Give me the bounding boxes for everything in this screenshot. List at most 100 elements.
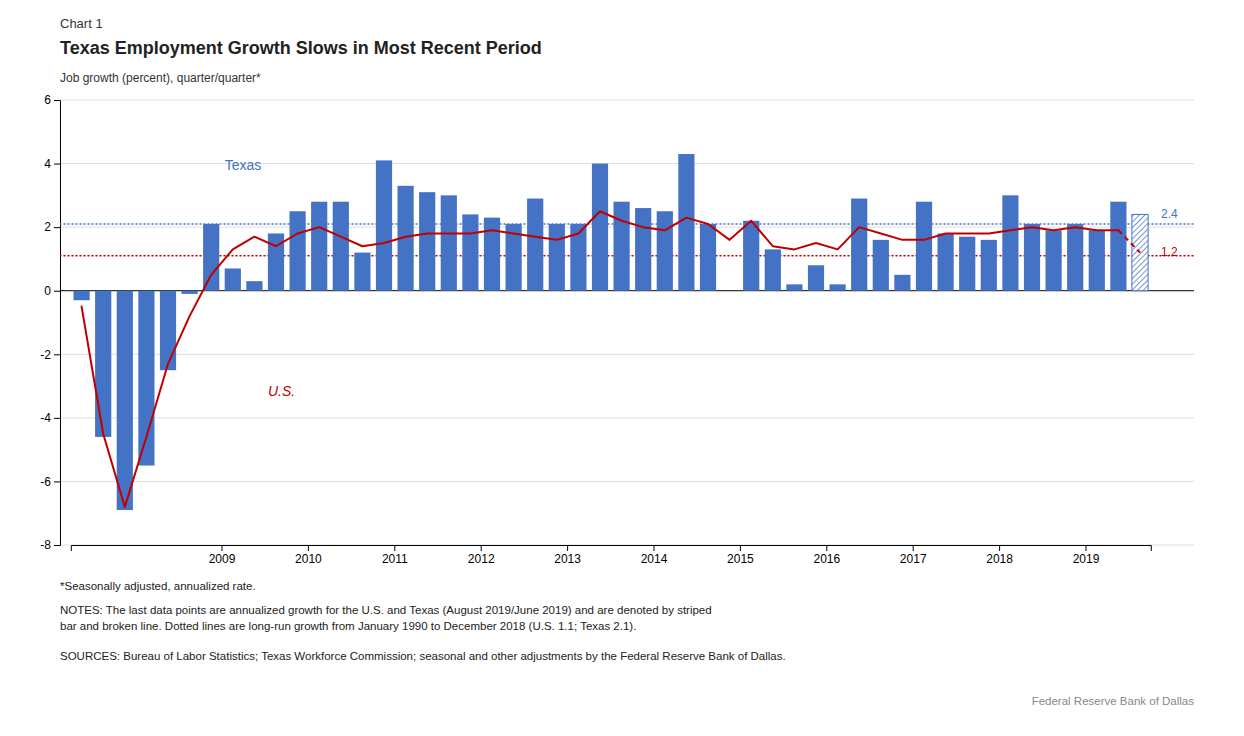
x-tick-mark	[394, 545, 395, 551]
annotation: 2.4	[1161, 207, 1178, 221]
x-tick: 2013	[554, 545, 581, 566]
y-tick-mark	[54, 100, 60, 101]
x-tick: 2011	[382, 545, 408, 566]
bar	[1089, 230, 1105, 290]
x-tick-label: 2016	[813, 552, 840, 566]
bar	[95, 291, 111, 437]
x-tick-label: 2019	[1073, 552, 1100, 566]
grid-line	[60, 417, 1194, 418]
series-label: Texas	[225, 157, 262, 173]
bar	[786, 284, 802, 290]
y-tick-mark	[54, 291, 60, 292]
bar	[1024, 224, 1040, 291]
y-tick: 0	[44, 284, 60, 298]
plot-area: -8-6-4-202462009201020112012201320142015…	[40, 93, 1194, 565]
annotation: 1.2	[1161, 245, 1178, 259]
grid-line	[60, 481, 1194, 482]
y-tick: 6	[44, 93, 60, 107]
x-tick-label: 2013	[554, 552, 581, 566]
bar	[203, 224, 219, 291]
bar	[1132, 214, 1148, 290]
x-tick: 2017	[900, 545, 927, 566]
x-tick-label: 2014	[641, 552, 668, 566]
x-tick: 2010	[295, 545, 322, 566]
bar	[1067, 224, 1083, 291]
x-tick-mark	[654, 545, 655, 551]
x-axis: 2009201020112012201320142015201620172018…	[71, 545, 1151, 566]
y-tick: -8	[40, 538, 60, 552]
bar	[830, 284, 846, 290]
x-tick-mark	[913, 545, 914, 551]
y-tick-label: -4	[40, 411, 51, 425]
bar	[527, 199, 543, 291]
bar	[1046, 230, 1062, 290]
y-tick: -2	[40, 348, 60, 362]
y-tick: 4	[44, 157, 60, 171]
note: SOURCES: Bureau of Labor Statistics; Tex…	[60, 650, 786, 662]
chart-label: Chart 1	[60, 16, 103, 31]
y-tick-mark	[54, 545, 60, 546]
bar	[182, 291, 198, 294]
x-tick-label: 2011	[382, 552, 408, 566]
bar	[549, 224, 565, 291]
x-tick-label: 2017	[900, 552, 927, 566]
y-tick-mark	[54, 418, 60, 419]
bar	[808, 265, 824, 290]
y-tick-label: -8	[40, 538, 51, 552]
x-tick: 2016	[813, 545, 840, 566]
bar	[765, 249, 781, 290]
note: *Seasonally adjusted, annualized rate.	[60, 580, 256, 592]
line	[82, 211, 1119, 507]
bar	[635, 208, 651, 291]
y-axis-title: Job growth (percent), quarter/quarter*	[60, 71, 261, 85]
chart-title: Texas Employment Growth Slows in Most Re…	[60, 38, 542, 58]
grid-line	[60, 100, 1194, 101]
y-tick-label: 4	[44, 157, 51, 171]
bar	[246, 281, 262, 291]
bar	[722, 290, 738, 291]
bar	[117, 291, 133, 510]
y-tick-mark	[54, 227, 60, 228]
bar	[225, 268, 241, 290]
x-tick-label: 2018	[986, 552, 1013, 566]
x-tick-mark	[1086, 545, 1087, 551]
bar	[354, 253, 370, 291]
x-tick-mark	[222, 545, 223, 551]
y-tick-label: 2	[44, 220, 51, 234]
x-tick-mark	[481, 545, 482, 551]
bar	[1002, 195, 1018, 290]
bar	[441, 195, 457, 290]
bar	[1110, 202, 1126, 291]
bar	[851, 199, 867, 291]
x-tick: 2019	[1073, 545, 1100, 566]
bar	[743, 221, 759, 291]
bar	[290, 211, 306, 290]
bar	[484, 218, 500, 291]
source: Federal Reserve Bank of Dallas	[1032, 695, 1195, 707]
y-tick: -4	[40, 411, 60, 425]
bar	[938, 234, 954, 291]
bar	[981, 240, 997, 291]
bar	[419, 192, 435, 291]
grid-line	[60, 354, 1194, 355]
x-tick: 2018	[986, 545, 1013, 566]
x-tick: 2015	[727, 545, 754, 566]
y-tick-label: -2	[40, 348, 51, 362]
x-tick: 2014	[641, 545, 668, 566]
data-layer	[60, 154, 1194, 510]
bar	[462, 214, 478, 290]
x-tick-mark	[826, 545, 827, 551]
x-tick: 2012	[468, 545, 495, 566]
bar	[700, 224, 716, 291]
bar	[333, 202, 349, 291]
x-axis-line	[71, 546, 1151, 552]
x-tick-label: 2012	[468, 552, 495, 566]
line-provisional	[1118, 230, 1140, 252]
x-tick-mark	[999, 545, 1000, 551]
y-tick-mark	[54, 354, 60, 355]
x-tick-label: 2010	[295, 552, 322, 566]
y-tick-mark	[54, 481, 60, 482]
bar	[614, 202, 630, 291]
x-tick-label: 2015	[727, 552, 754, 566]
series-label: U.S.	[268, 383, 295, 399]
